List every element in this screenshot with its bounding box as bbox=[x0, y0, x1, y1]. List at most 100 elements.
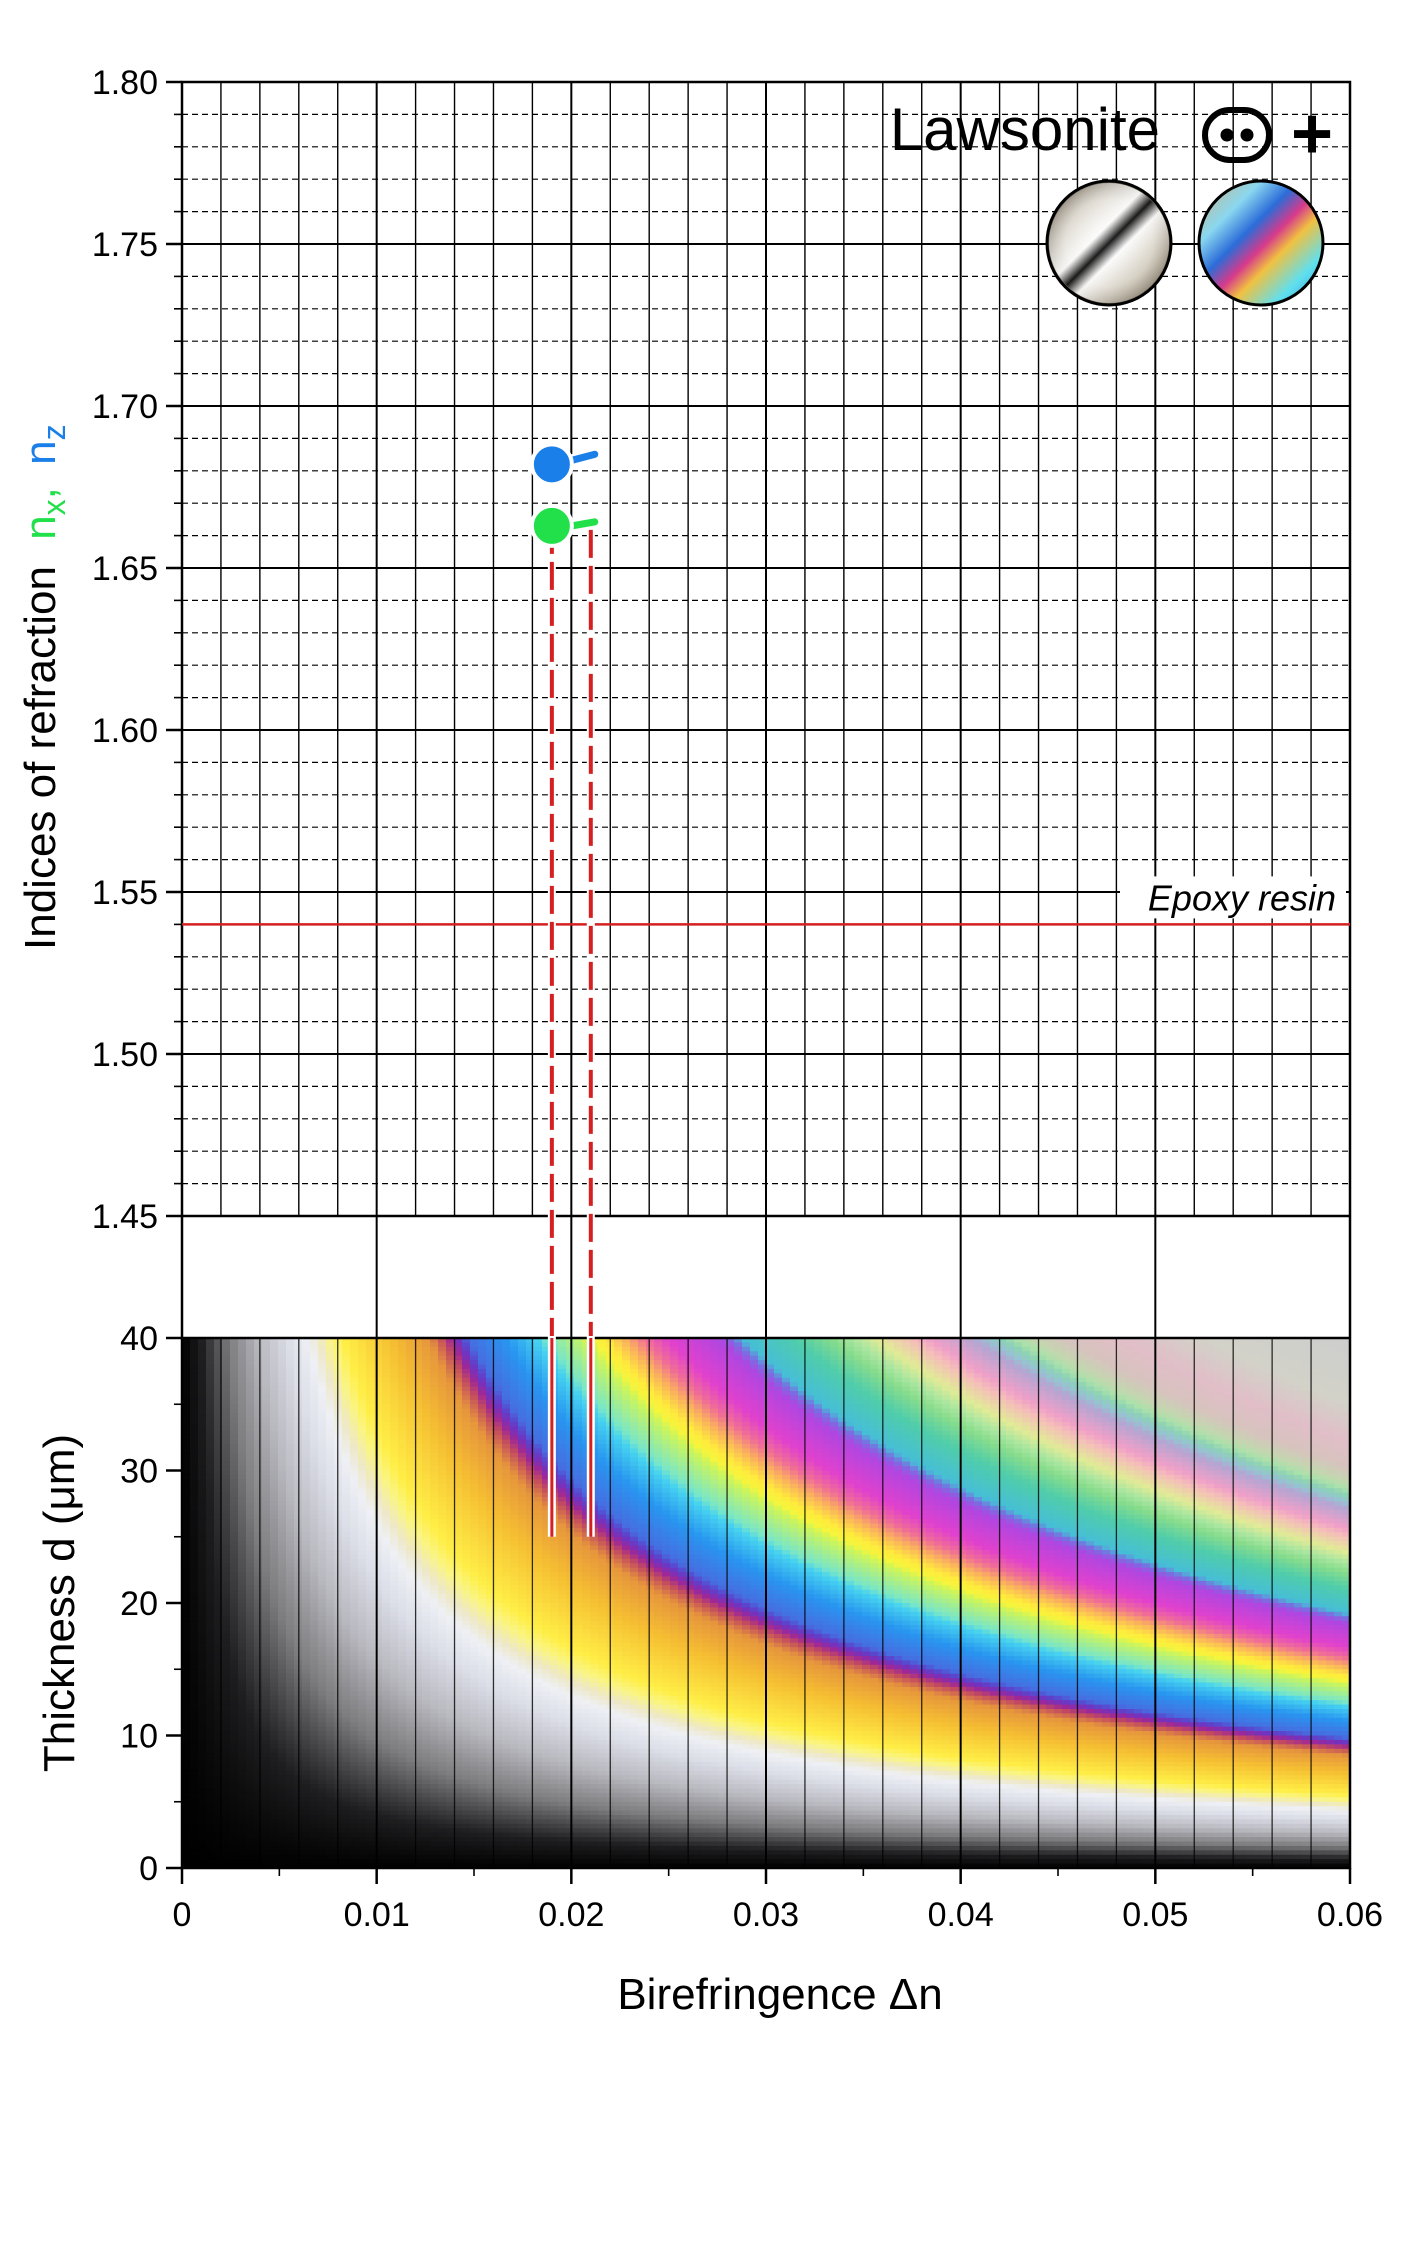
heatmap-cell bbox=[438, 1828, 447, 1834]
heatmap-cell bbox=[286, 1784, 295, 1790]
heatmap-cell bbox=[494, 1664, 503, 1670]
heatmap-cell bbox=[190, 1483, 199, 1489]
heatmap-cell bbox=[390, 1656, 399, 1662]
heatmap-cell bbox=[486, 1726, 495, 1732]
heatmap-cell bbox=[206, 1845, 215, 1851]
heatmap-cell bbox=[510, 1620, 519, 1626]
heatmap-cell bbox=[486, 1815, 495, 1821]
heatmap-cell bbox=[214, 1611, 223, 1617]
heatmap-cell bbox=[374, 1682, 383, 1688]
heatmap-cell bbox=[262, 1647, 271, 1653]
heatmap-cell bbox=[262, 1567, 271, 1573]
heatmap-cell bbox=[318, 1850, 327, 1856]
heatmap-cell bbox=[318, 1823, 327, 1829]
heatmap-cell bbox=[510, 1421, 519, 1427]
heatmap-cell bbox=[222, 1470, 231, 1476]
heatmap-cell bbox=[302, 1757, 311, 1763]
heatmap-cell bbox=[302, 1656, 311, 1662]
heatmap-cell bbox=[302, 1448, 311, 1454]
heatmap-cell bbox=[382, 1501, 391, 1507]
heatmap-cell bbox=[198, 1364, 207, 1370]
heatmap-cell bbox=[374, 1408, 383, 1414]
heatmap-cell bbox=[430, 1545, 439, 1551]
heatmap-cell bbox=[326, 1682, 335, 1688]
heatmap-cell bbox=[366, 1368, 375, 1374]
heatmap-cell bbox=[462, 1603, 471, 1609]
heatmap-cell bbox=[462, 1828, 471, 1834]
heatmap-cell bbox=[318, 1594, 327, 1600]
heatmap-cell bbox=[502, 1527, 511, 1533]
heatmap-cell bbox=[318, 1470, 327, 1476]
heatmap-cell bbox=[318, 1616, 327, 1622]
heatmap-cell bbox=[390, 1554, 399, 1560]
heatmap-cell bbox=[342, 1713, 351, 1719]
heatmap-cell bbox=[246, 1492, 255, 1498]
heatmap-cell bbox=[398, 1837, 407, 1843]
heatmap-cell bbox=[342, 1845, 351, 1851]
heatmap-cell bbox=[270, 1391, 279, 1397]
heatmap-cell bbox=[278, 1554, 287, 1560]
heatmap-cell bbox=[254, 1664, 263, 1670]
heatmap-cell bbox=[422, 1585, 431, 1591]
heatmap-cell bbox=[510, 1492, 519, 1498]
heatmap-cell bbox=[390, 1558, 399, 1564]
heatmap-cell bbox=[230, 1664, 239, 1670]
heatmap-cell bbox=[430, 1505, 439, 1511]
heatmap-cell bbox=[262, 1673, 271, 1679]
heatmap-cell bbox=[278, 1404, 287, 1410]
heatmap-cell bbox=[310, 1664, 319, 1670]
heatmap-cell bbox=[342, 1355, 351, 1361]
heatmap-cell bbox=[342, 1413, 351, 1419]
heatmap-cell bbox=[478, 1510, 487, 1516]
heatmap-cell bbox=[494, 1691, 503, 1697]
heatmap-cell bbox=[326, 1607, 335, 1613]
heatmap-cell bbox=[310, 1815, 319, 1821]
heatmap-cell bbox=[206, 1700, 215, 1706]
heatmap-cell bbox=[446, 1726, 455, 1732]
heatmap-cell bbox=[358, 1527, 367, 1533]
heatmap-cell bbox=[390, 1567, 399, 1573]
heatmap-cell bbox=[182, 1770, 191, 1776]
heatmap-cell bbox=[278, 1744, 287, 1750]
heatmap-cell bbox=[454, 1519, 463, 1525]
heatmap-cell bbox=[390, 1444, 399, 1450]
heatmap-cell bbox=[430, 1739, 439, 1745]
heatmap-cell bbox=[414, 1700, 423, 1706]
heatmap-cell bbox=[310, 1797, 319, 1803]
heatmap-cell bbox=[470, 1739, 479, 1745]
heatmap-cell bbox=[502, 1404, 511, 1410]
heatmap-cell bbox=[454, 1417, 463, 1423]
heatmap-cell bbox=[414, 1713, 423, 1719]
heatmap-cell bbox=[262, 1488, 271, 1494]
heatmap-cell bbox=[246, 1744, 255, 1750]
heatmap-cell bbox=[422, 1832, 431, 1838]
heatmap-cell bbox=[214, 1603, 223, 1609]
heatmap-cell bbox=[494, 1563, 503, 1569]
heatmap-cell bbox=[254, 1828, 263, 1834]
heatmap-cell bbox=[390, 1580, 399, 1586]
heatmap-cell bbox=[190, 1797, 199, 1803]
heatmap-cell bbox=[494, 1748, 503, 1754]
heatmap-cell bbox=[342, 1364, 351, 1370]
heatmap-cell bbox=[502, 1625, 511, 1631]
heatmap-cell bbox=[262, 1368, 271, 1374]
heatmap-cell bbox=[430, 1519, 439, 1525]
heatmap-cell bbox=[270, 1642, 279, 1648]
heatmap-cell bbox=[406, 1417, 415, 1423]
heatmap-cell bbox=[278, 1492, 287, 1498]
heatmap-cell bbox=[422, 1342, 431, 1348]
heatmap-cell bbox=[238, 1841, 247, 1847]
heatmap-cell bbox=[398, 1664, 407, 1670]
heatmap-cell bbox=[214, 1572, 223, 1578]
heatmap-cell bbox=[438, 1753, 447, 1759]
heatmap-cell bbox=[254, 1368, 263, 1374]
heatmap-cell bbox=[374, 1527, 383, 1533]
heatmap-cell bbox=[326, 1501, 335, 1507]
heatmap-cell bbox=[270, 1801, 279, 1807]
heatmap-cell bbox=[238, 1377, 247, 1383]
heatmap-cell bbox=[270, 1439, 279, 1445]
heatmap-cell bbox=[502, 1426, 511, 1432]
heatmap-cell bbox=[190, 1479, 199, 1485]
heatmap-cell bbox=[278, 1757, 287, 1763]
heatmap-cell bbox=[278, 1391, 287, 1397]
